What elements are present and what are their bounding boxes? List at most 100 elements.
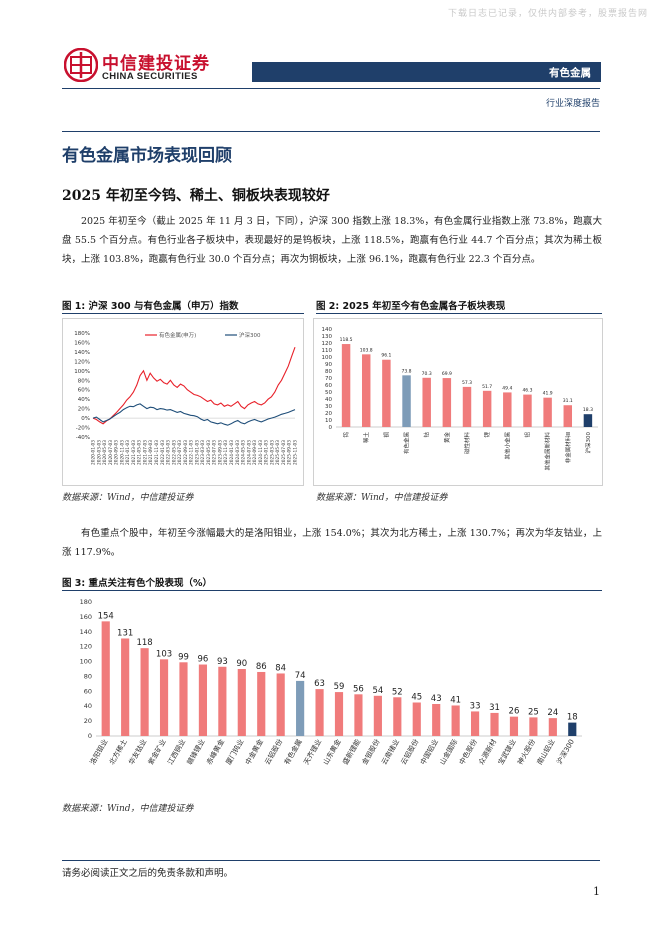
y-tick-label: 130 — [322, 334, 333, 340]
x-tick-label: 2020-09-03 — [114, 440, 120, 465]
y-tick-label: 60 — [325, 383, 332, 389]
bar-value-label: 43 — [431, 694, 442, 704]
logo-text-cn: 中信建投证券 — [102, 54, 210, 74]
y-tick-label: 100% — [74, 369, 90, 375]
bar — [568, 722, 577, 736]
x-category-label: 洛阳钼业 — [88, 738, 110, 767]
bar — [503, 392, 512, 427]
x-tick-label: 2022-03-03 — [166, 440, 172, 465]
y-tick-label: 80 — [84, 672, 92, 680]
y-tick-label: 20% — [78, 407, 90, 413]
x-tick-label: 2020-03-03 — [96, 440, 102, 465]
x-category-label: 紫金矿业 — [146, 738, 168, 767]
y-tick-label: 90 — [325, 362, 332, 368]
y-tick-label: 120 — [322, 341, 333, 347]
x-category-label: 华友钴业 — [127, 738, 149, 767]
y-tick-label: 80 — [325, 369, 332, 375]
x-tick-label: 2022-11-03 — [189, 440, 195, 465]
watermark: 下载日志已记录，仅供内部参考，股票报告网 — [447, 9, 648, 19]
y-tick-label: 140% — [74, 350, 90, 356]
bar — [354, 694, 363, 736]
bar-value-label: 24 — [547, 708, 558, 718]
company-logo-icon — [64, 48, 98, 82]
bar-value-label: 49.4 — [502, 385, 512, 391]
bar — [470, 711, 480, 736]
x-tick-label: 2021-05-03 — [137, 440, 143, 465]
bar-value-label: 131 — [117, 628, 133, 638]
x-category-label: 沪深300 — [584, 432, 592, 454]
bar — [218, 666, 227, 736]
bar — [422, 377, 431, 427]
figure-2-chart-frame: 0 10 20 30 40 50 60 70 80 90 100 110 120 130 140 118.5 钨… — [313, 318, 603, 486]
y-tick-label: 40 — [84, 702, 92, 710]
bar — [382, 359, 391, 427]
page-number: 1 — [593, 885, 600, 898]
x-tick-label: 2024-05-03 — [241, 440, 247, 465]
y-tick-label: 140 — [322, 327, 333, 333]
figure-2-rule — [316, 313, 602, 314]
x-category-label: 有色金属 — [282, 738, 304, 767]
x-category-label: 宝武镁业 — [496, 738, 518, 767]
x-tick-label: 2021-01-03 — [125, 440, 131, 465]
logo-text-en: CHINA SECURITIES — [102, 71, 198, 82]
y-tick-label: 60% — [78, 388, 90, 394]
bar-value-label: 69.9 — [442, 371, 452, 377]
bar — [179, 662, 188, 736]
bar — [257, 671, 266, 736]
y-tick-label: 100 — [322, 355, 333, 361]
x-tick-label: 2023-05-03 — [206, 440, 212, 465]
series-line-2 — [92, 403, 296, 426]
x-category-label: 其他金属新材料 — [544, 432, 552, 471]
x-tick-label: 2023-01-03 — [194, 440, 200, 465]
bar-value-label: 52 — [392, 687, 403, 697]
bar-value-label: 25 — [528, 707, 539, 717]
x-tick-label: 2024-01-03 — [229, 440, 235, 465]
bar — [490, 712, 499, 736]
bar-value-label: 90 — [236, 659, 247, 669]
figure-3-source: 数据来源：Wind，中信建投证券 — [62, 804, 194, 814]
footer-rule — [62, 860, 600, 861]
bar — [412, 702, 421, 736]
bar — [583, 414, 593, 427]
y-tick-label: 110 — [322, 348, 333, 354]
y-tick-label: 30 — [325, 404, 332, 410]
x-category-label: 山东黄金 — [321, 738, 343, 767]
bar — [462, 386, 472, 427]
bar — [101, 621, 110, 736]
bar — [509, 716, 519, 736]
x-category-label: 山金国际 — [438, 738, 460, 767]
figure-3-bar-chart: 0 20 40 60 80 100 120 140 160 180 154 洛阳钼业 131 北方稀土 11… — [80, 598, 582, 767]
figure-1-title: 图 1: 沪深 300 与有色金属（申万）指数 — [62, 301, 239, 312]
x-tick-label: 2024-03-03 — [235, 440, 241, 465]
bar-value-label: 31.1 — [563, 398, 573, 404]
bar — [315, 689, 324, 736]
x-tick-label: 2020-07-03 — [108, 440, 114, 465]
header-rule — [62, 88, 600, 89]
y-tick-label: 40 — [325, 397, 332, 403]
bar-value-label: 73.8 — [402, 368, 412, 374]
bar-value-label: 103.8 — [360, 347, 373, 353]
x-tick-label: 2025-09-03 — [287, 440, 293, 465]
x-category-label: 云南锗业 — [379, 738, 401, 767]
bar-value-label: 59 — [334, 682, 345, 692]
bar-value-label: 84 — [275, 663, 286, 673]
bar-value-label: 31 — [489, 703, 500, 713]
x-tick-label: 2025-03-03 — [269, 440, 275, 465]
x-category-label: 钴 — [423, 432, 431, 438]
x-tick-label: 2021-11-03 — [154, 440, 160, 465]
series-line-1 — [92, 347, 296, 425]
x-category-label: 磁性材料 — [463, 432, 471, 455]
y-tick-label: 160 — [80, 613, 92, 621]
y-tick-label: 0 — [88, 732, 92, 740]
bar-value-label: 154 — [98, 611, 114, 621]
x-category-label: 沪深300 — [555, 738, 576, 766]
x-tick-label: 2024-11-03 — [258, 440, 264, 465]
bar — [296, 680, 305, 736]
bar — [276, 673, 285, 736]
x-category-label: 厦门钨业 — [224, 738, 246, 767]
x-tick-label: 2024-07-03 — [246, 440, 252, 465]
y-tick-label: 0% — [81, 416, 90, 422]
x-category-label: 江西铜业 — [165, 738, 187, 767]
x-tick-label: 2025-05-03 — [275, 440, 281, 465]
